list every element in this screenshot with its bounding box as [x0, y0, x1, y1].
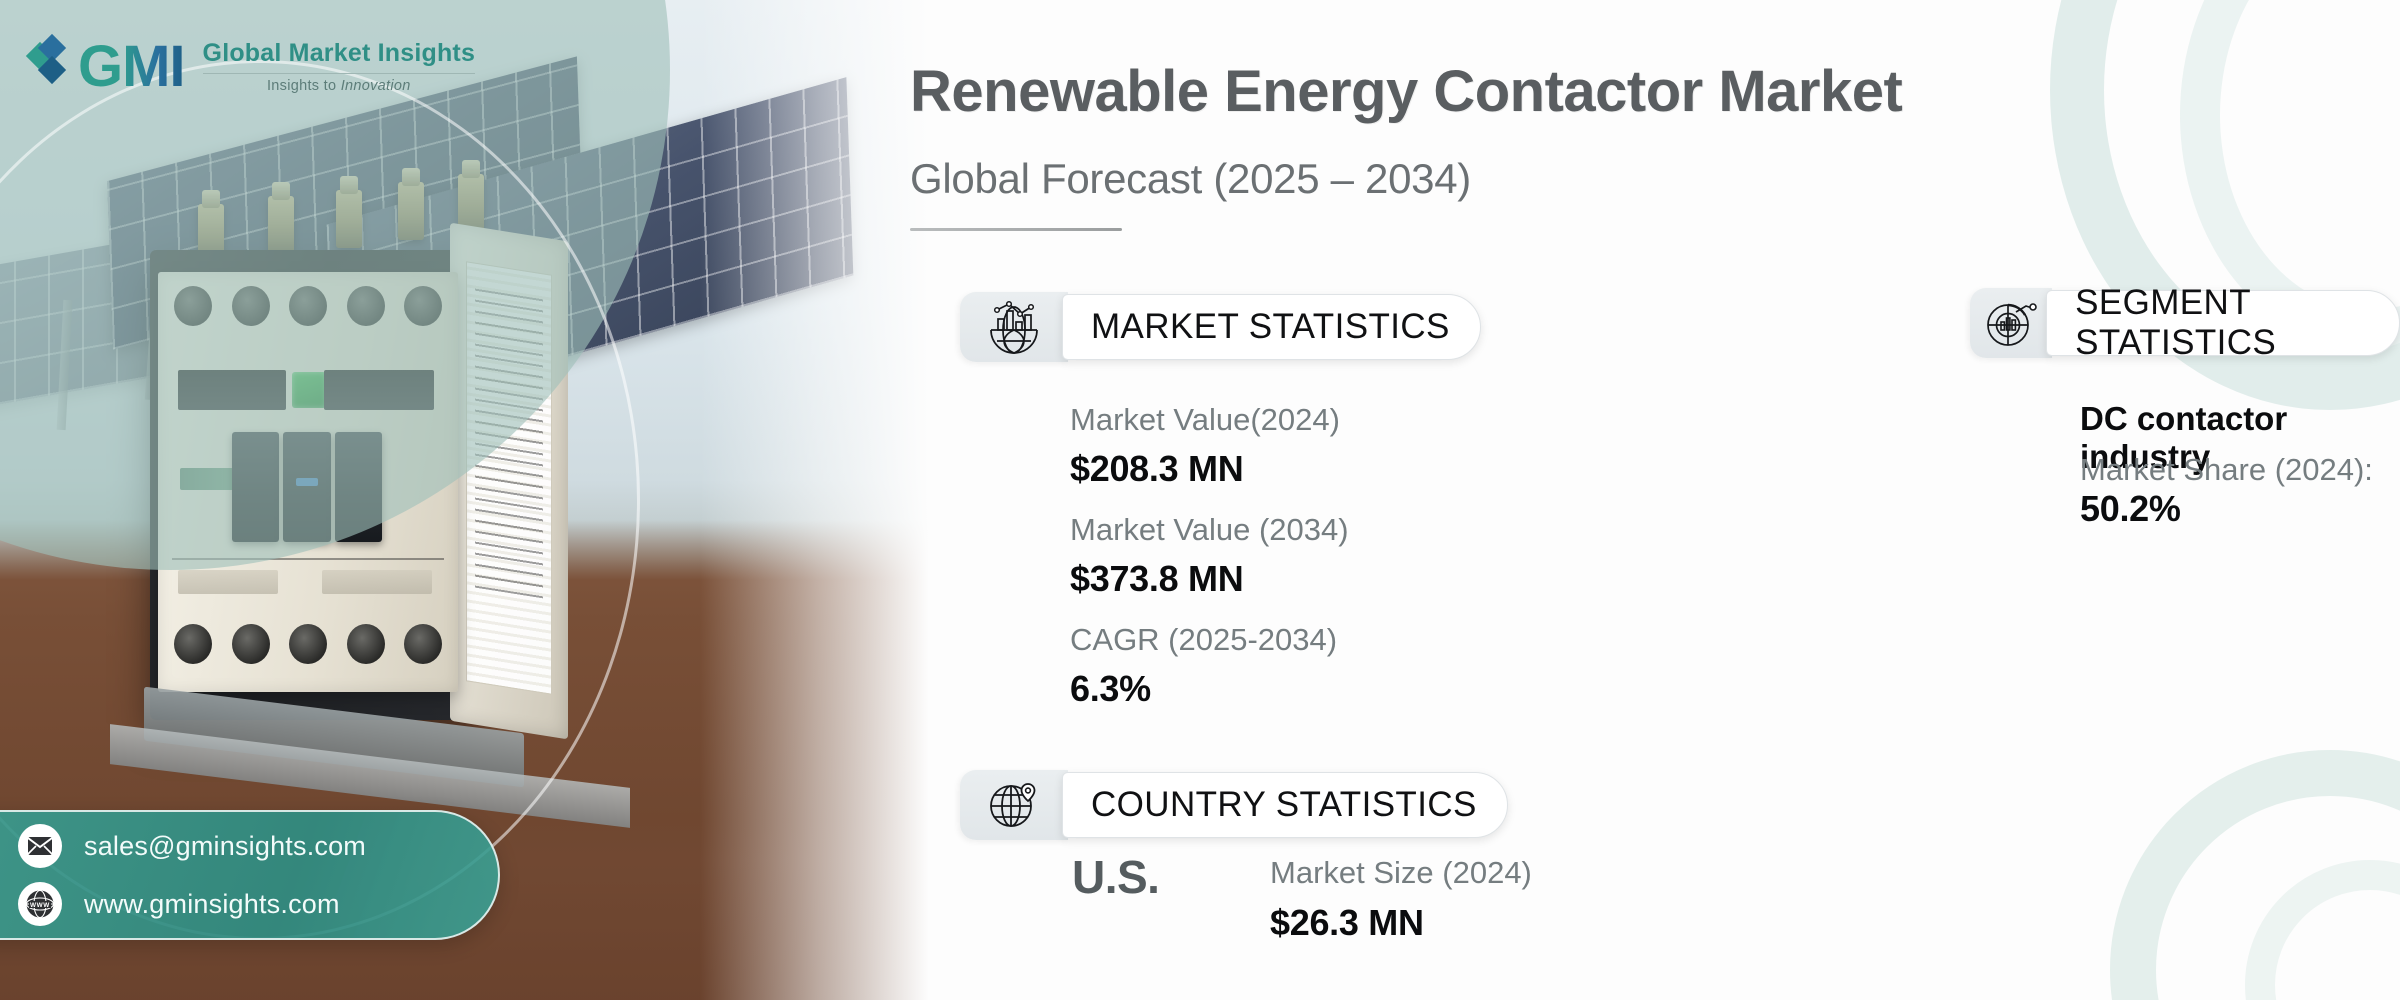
- gmi-wordmark: Global Market Insights Insights to Innov…: [202, 39, 476, 94]
- contactor-footer-strip: [172, 558, 444, 602]
- title-underline: [910, 228, 1122, 231]
- gmi-tagline: Insights to Innovation: [203, 78, 476, 94]
- cagr-value: 6.3%: [1070, 668, 1151, 709]
- globe-pin-icon: [960, 770, 1068, 840]
- segment-share-value: 50.2%: [2080, 488, 2181, 529]
- footer-chip: [322, 570, 432, 594]
- page-title: Renewable Energy Contactor Market: [910, 59, 1903, 124]
- pie-chart-analytics-icon: [1970, 288, 2053, 358]
- page-subtitle: Global Forecast (2025 – 2034): [910, 155, 1471, 202]
- country-market-size-value: $26.3 MN: [1270, 902, 1424, 943]
- contact-email-row[interactable]: sales@gminsights.com: [18, 824, 498, 868]
- vent-row-bottom: [174, 624, 442, 664]
- country-market-size-label: Market Size (2024): [1270, 855, 1532, 890]
- logo-divider: [202, 72, 476, 74]
- svg-text:WWW: WWW: [30, 902, 50, 909]
- segment-statistics-header: SEGMENT STATISTICS: [1970, 283, 2400, 362]
- market-value-2024-value: $208.3 MN: [1070, 448, 1244, 489]
- segment-share-label: Market Share (2024):: [2080, 452, 2373, 487]
- tagline-prefix: Insights to: [266, 77, 341, 94]
- contact-info-pill: sales@gminsights.com WWW www.gminsights.…: [0, 810, 500, 940]
- gmi-diamond-icon: [25, 33, 67, 96]
- tagline-italic: Innovation: [340, 77, 411, 94]
- product-photo-panel: sales@gminsights.com WWW www.gminsights.…: [0, 0, 960, 1000]
- market-statistics-header: MARKET STATISTICS: [960, 292, 1481, 362]
- segment-statistics-label: SEGMENT STATISTICS: [2075, 283, 2277, 362]
- country-statistics-header: COUNTRY STATISTICS: [960, 770, 1508, 840]
- vent-hole: [346, 624, 385, 664]
- www-globe-icon: WWW: [18, 882, 62, 926]
- market-value-2024-label: Market Value(2024): [1070, 402, 1340, 437]
- cagr-label: CAGR (2025-2034): [1070, 622, 1338, 657]
- vent-hole: [231, 624, 270, 664]
- vent-hole: [174, 624, 212, 664]
- segment-statistics-chip: SEGMENT STATISTICS: [2046, 283, 2400, 362]
- content-area: Renewable Energy Contactor Market Global…: [900, 0, 2400, 1000]
- footer-chip: [178, 570, 278, 594]
- market-statistics-chip: MARKET STATISTICS: [1062, 294, 1481, 360]
- market-value-2034-label: Market Value (2034): [1070, 512, 1349, 547]
- contact-email-text: sales@gminsights.com: [84, 830, 367, 861]
- segment-share-row: Market Share (2024): 50.2%: [2080, 452, 2400, 530]
- country-name: U.S.: [1072, 851, 1160, 903]
- segment-name: DC contactor industry: [2080, 400, 2288, 475]
- gmi-abbreviation: GMI: [78, 34, 186, 99]
- market-statistics-label: MARKET STATISTICS: [1091, 307, 1450, 346]
- envelope-icon: [18, 824, 62, 868]
- market-value-2034-value: $373.8 MN: [1070, 558, 1244, 599]
- gmi-logo[interactable]: GMI Global Market Insights Insights to I…: [25, 33, 476, 99]
- vent-hole: [289, 624, 327, 664]
- contact-website-row[interactable]: WWW www.gminsights.com: [18, 882, 498, 926]
- vent-hole: [404, 624, 442, 664]
- gmi-company-name: Global Market Insights: [202, 39, 476, 68]
- country-statistics-chip: COUNTRY STATISTICS: [1062, 772, 1508, 838]
- contact-website-text: www.gminsights.com: [84, 888, 340, 919]
- country-statistics-label: COUNTRY STATISTICS: [1091, 785, 1477, 824]
- globe-bar-chart-icon: [960, 292, 1068, 362]
- photo-edge-fade: [700, 0, 960, 1000]
